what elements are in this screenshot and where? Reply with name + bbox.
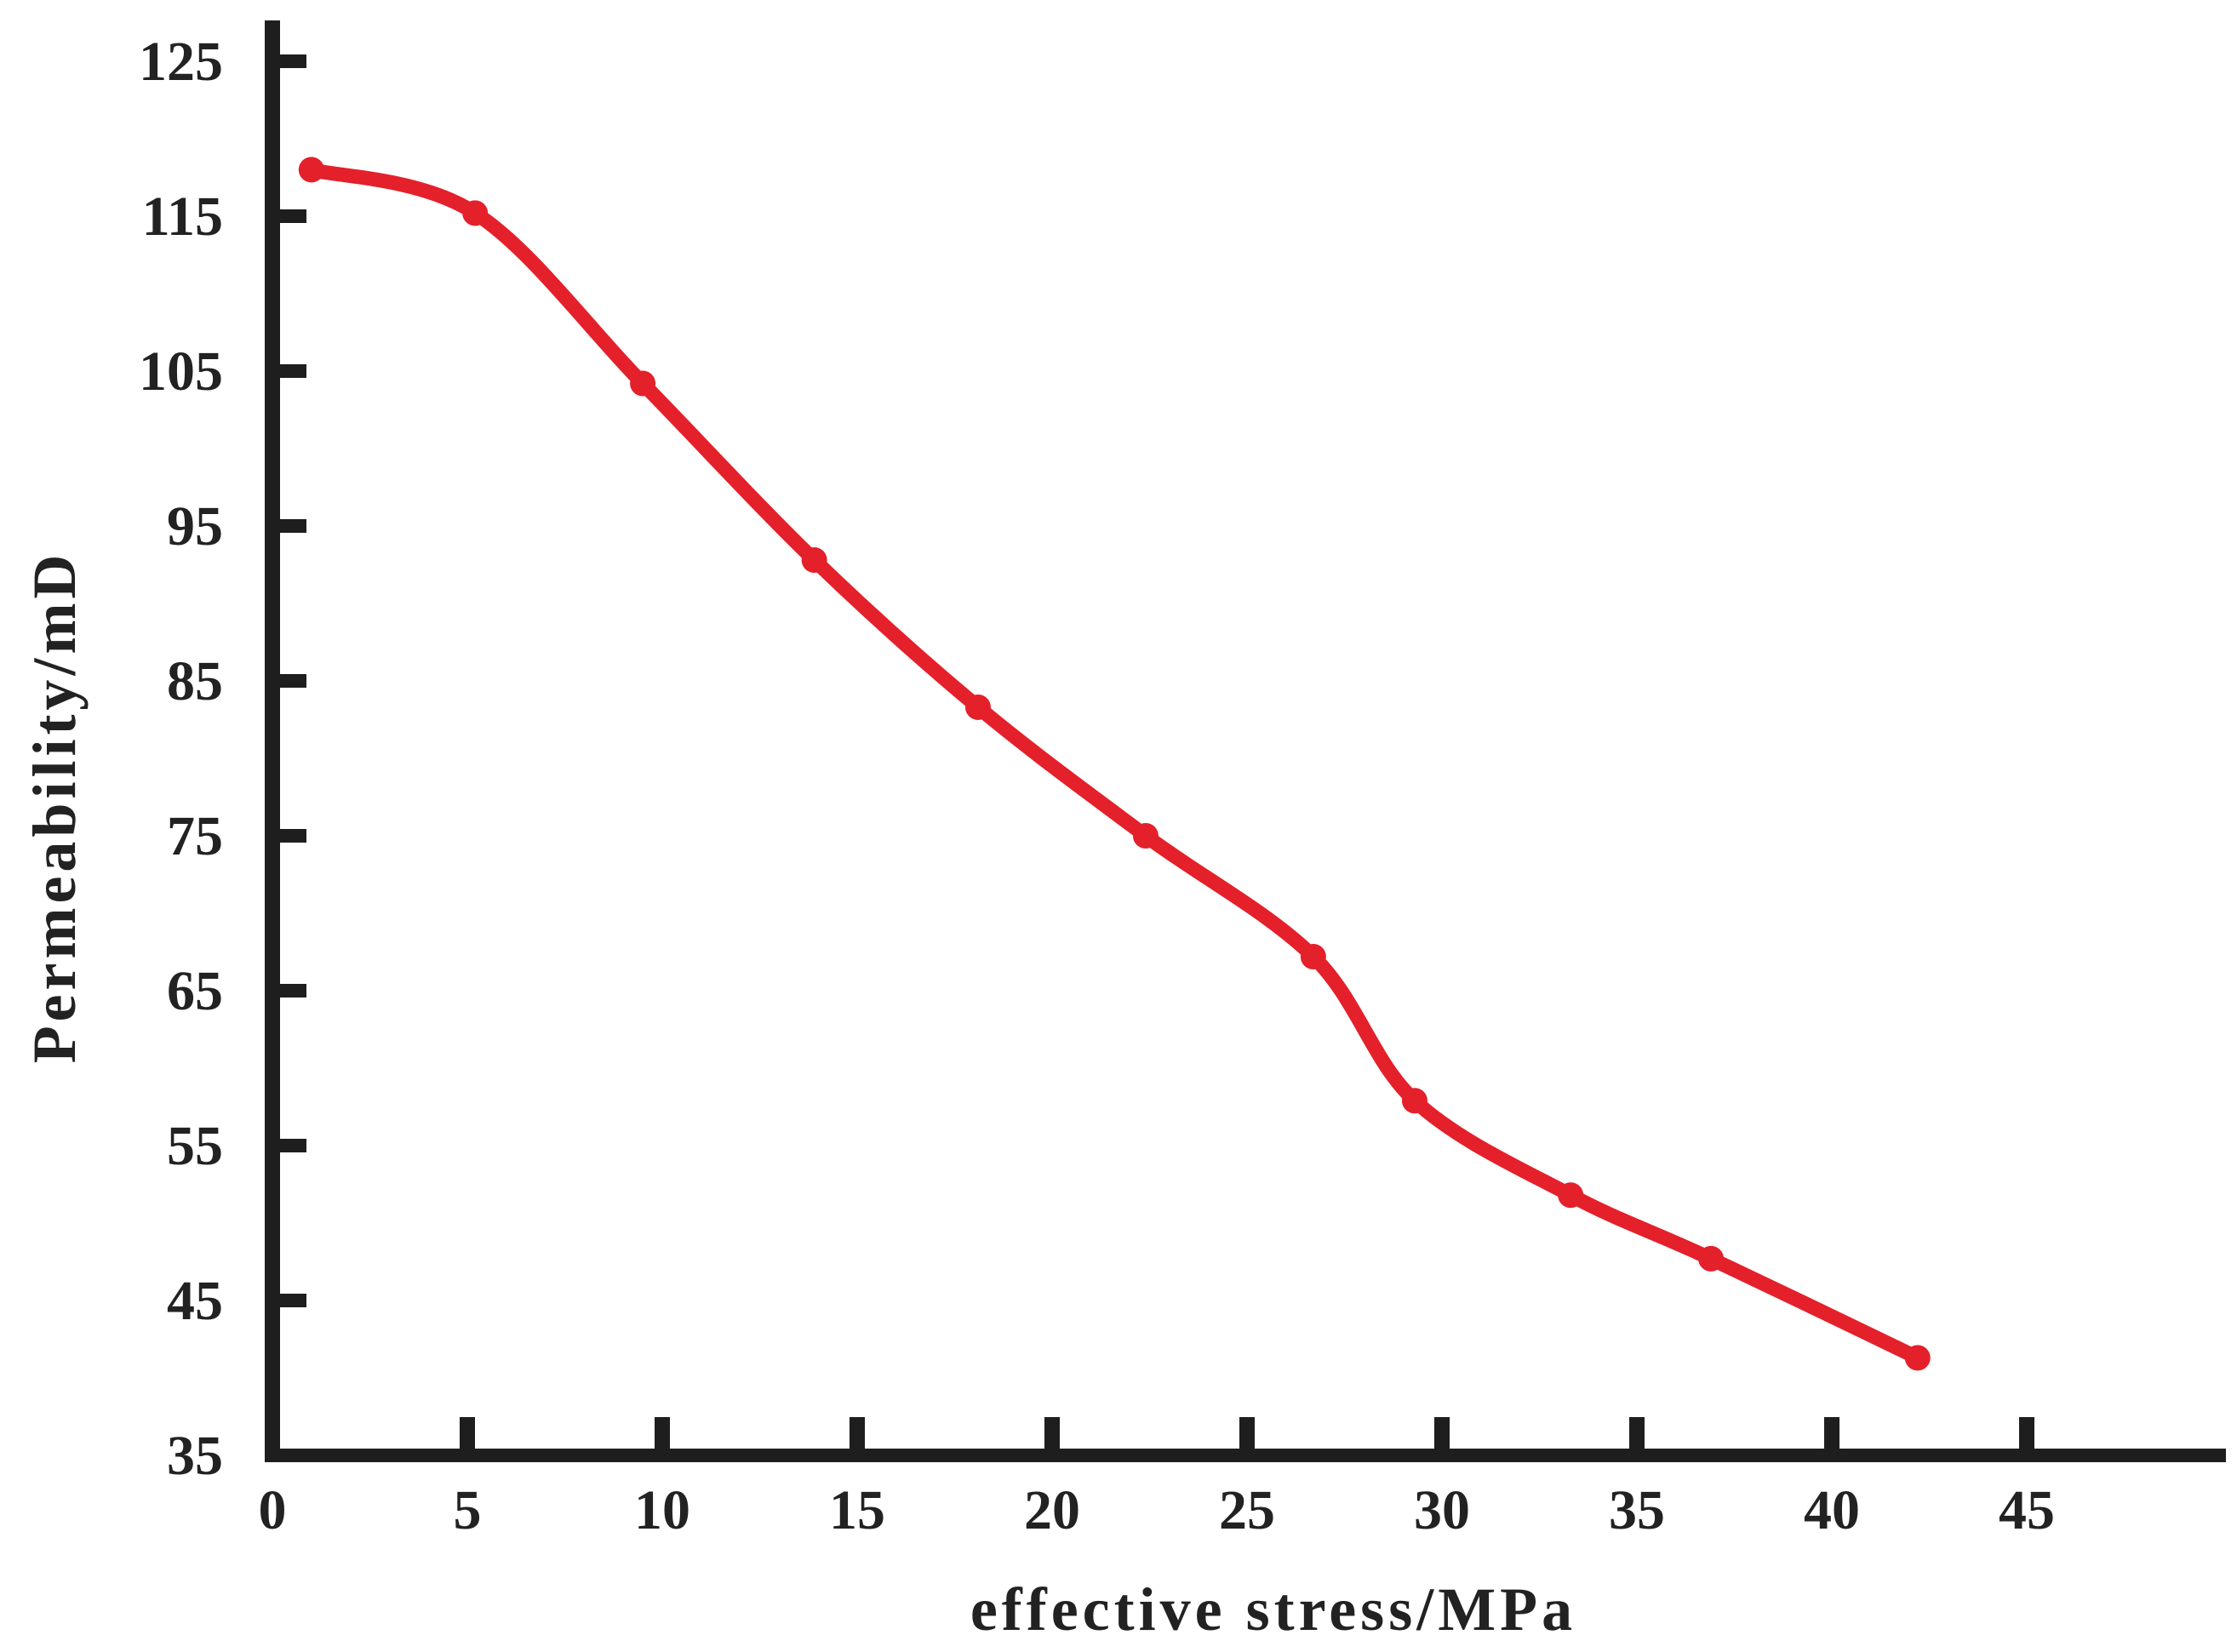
y-tick-label-55: 55 — [167, 1115, 223, 1177]
data-point-10 — [1904, 1345, 1931, 1371]
series-line-0 — [304, 162, 1925, 1365]
y-tick-labels: 35 45 55 65 75 85 95 105 115 125 — [139, 31, 223, 1487]
x-tick-label-35: 35 — [1609, 1479, 1665, 1541]
x-tick-label-15: 15 — [829, 1479, 885, 1541]
data-point-1 — [462, 200, 489, 226]
x-tick-label-0: 0 — [259, 1479, 287, 1541]
x-tick-label-20: 20 — [1024, 1479, 1080, 1541]
y-tick-label-45: 45 — [167, 1270, 223, 1332]
y-ticks — [272, 54, 306, 1307]
data-point-2 — [630, 370, 656, 397]
y-tick-label-35: 35 — [167, 1425, 223, 1487]
x-tick-label-45: 45 — [1999, 1479, 2055, 1541]
y-tick-label-75: 75 — [167, 805, 223, 867]
data-point-3 — [801, 547, 827, 574]
y-tick-label-115: 115 — [142, 186, 223, 248]
data-point-7 — [1401, 1088, 1427, 1114]
data-point-9 — [1698, 1245, 1725, 1272]
y-axis: 35 45 55 65 75 85 95 105 115 125 — [139, 20, 306, 1487]
x-tick-label-40: 40 — [1804, 1479, 1860, 1541]
y-tick-label-105: 105 — [139, 340, 223, 403]
x-tick-label-25: 25 — [1219, 1479, 1275, 1541]
x-tick-label-30: 30 — [1414, 1479, 1470, 1541]
y-tick-label-125: 125 — [139, 31, 223, 93]
x-tick-labels: 0 5 10 15 20 25 30 35 40 45 — [259, 1479, 2056, 1541]
y-axis-title: Permeability/mD — [20, 551, 89, 1064]
series-layer — [298, 157, 1931, 1371]
x-tick-label-5: 5 — [454, 1479, 482, 1541]
y-tick-label-95: 95 — [167, 495, 223, 557]
data-point-8 — [1558, 1182, 1584, 1209]
y-tick-label-85: 85 — [167, 650, 223, 712]
x-ticks — [460, 1417, 2034, 1455]
data-point-0 — [298, 157, 324, 183]
y-tick-label-65: 65 — [167, 960, 223, 1022]
data-point-6 — [1300, 943, 1326, 969]
x-tick-label-10: 10 — [634, 1479, 690, 1541]
data-point-4 — [964, 694, 991, 720]
x-axis: 0 5 10 15 20 25 30 35 40 45 — [259, 1417, 2226, 1541]
data-point-5 — [1132, 823, 1159, 849]
x-axis-title: effective stress/MPa — [970, 1575, 1576, 1643]
